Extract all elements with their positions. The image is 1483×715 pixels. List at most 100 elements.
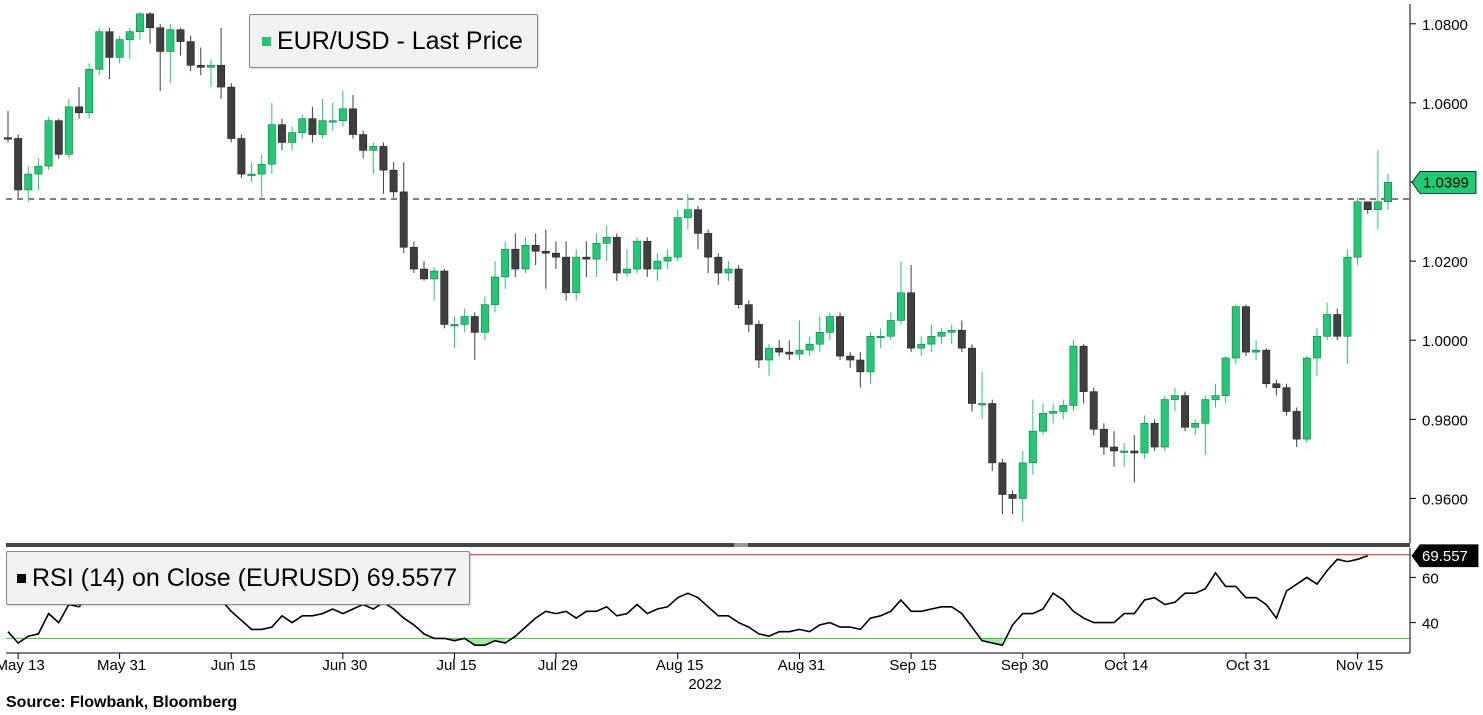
candle-body [278, 124, 286, 143]
candle-body [1018, 462, 1027, 499]
candle-body [460, 316, 469, 325]
candle [1384, 174, 1392, 210]
candle [1252, 340, 1261, 360]
candle [166, 23, 175, 84]
candle-body [551, 252, 560, 258]
candle [237, 134, 246, 179]
candle [541, 229, 550, 289]
candle-body [166, 29, 175, 52]
candle-body [724, 268, 733, 274]
candle [24, 166, 33, 202]
candle-body [146, 13, 155, 29]
candle-body [775, 347, 784, 353]
rsi-tick-label: 40 [1422, 616, 1439, 633]
panel-divider-handle[interactable] [734, 543, 748, 547]
x-tick-label: Nov 15 [1336, 657, 1384, 674]
rsi-tick-label: 60 [1422, 570, 1439, 587]
candle [1353, 197, 1362, 266]
candle-body [754, 324, 763, 361]
candle-body [196, 65, 205, 68]
candle-body [694, 209, 702, 234]
rsi-legend-label: RSI (14) on Close (EURUSD) 69.5577 [32, 563, 458, 592]
candle [683, 193, 692, 230]
x-tick-label: May 31 [97, 657, 146, 674]
candle [978, 371, 987, 420]
candle [1059, 399, 1068, 420]
price-tick-label: 0.9800 [1422, 412, 1468, 429]
x-tick-label: Aug 31 [778, 657, 826, 674]
x-tick-label: Jun 15 [211, 657, 256, 674]
candle-body [886, 320, 895, 337]
candle [1170, 387, 1179, 412]
candle [125, 27, 134, 60]
x-tick-label: Oct 14 [1104, 657, 1148, 674]
price-tick-label: 1.0600 [1422, 96, 1468, 113]
candle [1191, 419, 1200, 436]
candle [846, 352, 855, 368]
candle-body [531, 244, 540, 252]
price-legend-label: EUR/USD - Last Price [277, 26, 523, 55]
candle-body [592, 243, 601, 260]
price-legend[interactable]: EUR/USD - Last Price [249, 14, 538, 68]
candle-body [1384, 182, 1392, 203]
candle-body [247, 173, 256, 176]
candle-body [206, 65, 215, 68]
candle [1231, 304, 1240, 364]
candle [379, 142, 388, 194]
candle-body [683, 209, 692, 218]
candle [968, 344, 976, 412]
candle [156, 23, 165, 92]
candle [714, 253, 723, 285]
candle-body [1150, 422, 1159, 448]
candle [328, 102, 337, 131]
candle [217, 27, 226, 99]
candle-body [1302, 357, 1311, 440]
panel-divider[interactable] [6, 543, 1410, 547]
candle-body [704, 233, 713, 258]
candle-body [1262, 349, 1271, 385]
candle [105, 27, 114, 80]
x-tick-label: Jul 15 [436, 657, 476, 674]
candle-body [805, 343, 814, 351]
candle [1292, 407, 1301, 448]
candle [409, 241, 418, 273]
candle-body [602, 237, 611, 244]
candle-body [470, 316, 479, 333]
candle [4, 110, 12, 143]
candle-body [1069, 345, 1078, 406]
candle [186, 35, 195, 72]
candle [602, 225, 611, 262]
candle-body [1272, 383, 1281, 388]
last-price-tag: 1.0399 [1411, 170, 1477, 194]
candle [1069, 340, 1078, 412]
candle-body [186, 41, 195, 66]
source-credit: Source: Flowbank, Bloomberg [6, 694, 238, 711]
candle [14, 134, 23, 198]
candle-body [978, 403, 987, 406]
candle-body [1059, 405, 1068, 412]
candle [420, 261, 428, 281]
candle-body [338, 108, 347, 121]
candle [562, 241, 571, 301]
candle [318, 98, 327, 139]
candle-body [714, 256, 723, 274]
x-axis-year-label: 2022 [688, 676, 721, 693]
candle-body [653, 260, 662, 270]
candle-body [399, 191, 408, 248]
candle-body [1221, 357, 1230, 396]
candle [1110, 431, 1118, 467]
candle [1140, 415, 1149, 459]
candle [886, 312, 895, 341]
candle-body [85, 68, 94, 114]
candle-body [927, 335, 936, 345]
rsi-legend[interactable]: RSI (14) on Close (EURUSD) 69.5577 [6, 551, 471, 605]
candle-body [663, 256, 672, 262]
candle [389, 162, 398, 198]
x-tick-label: Jun 30 [322, 657, 367, 674]
candle [1282, 383, 1291, 416]
candle-body [64, 106, 73, 155]
candle [765, 344, 773, 376]
candle-body [1231, 306, 1240, 359]
candle [349, 94, 357, 139]
candle-body [501, 248, 510, 278]
